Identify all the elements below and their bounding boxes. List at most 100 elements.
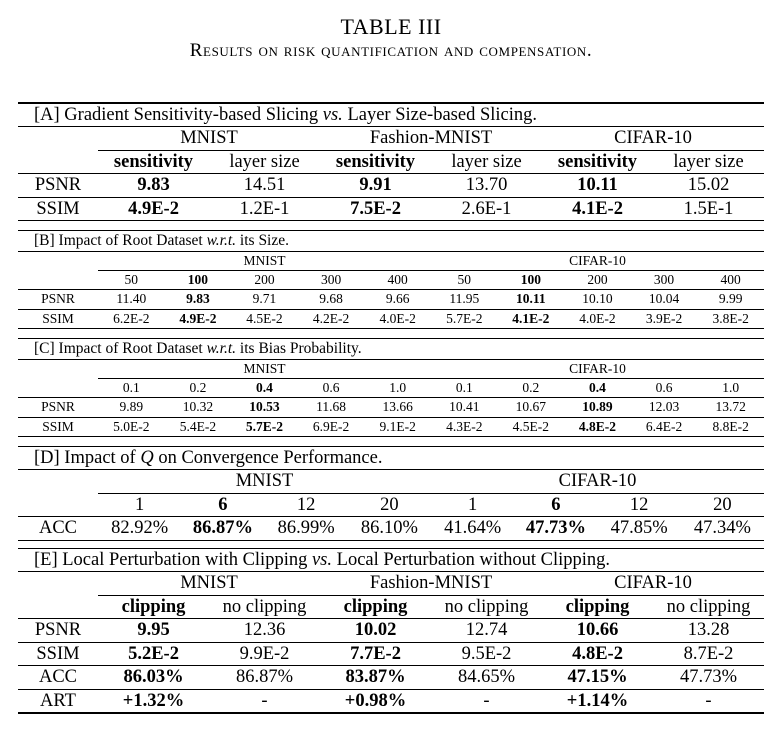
table-cell: 12.36: [209, 618, 320, 642]
column-header: no clipping: [666, 596, 751, 617]
table-cell: 2.6E-1: [431, 196, 542, 221]
table-cell: 9.68: [297, 289, 365, 310]
row-label: PSNR: [18, 618, 98, 642]
table-cell: 4.1E-2: [497, 308, 565, 329]
column-header: 50: [457, 272, 472, 288]
column-header: 50: [124, 272, 139, 288]
column-header: 0.6: [322, 380, 340, 396]
table-cell: 4.9E-2: [98, 196, 209, 221]
table-cell: 5.7E-2: [231, 416, 298, 437]
table-cell: +1.14%: [542, 688, 653, 714]
table-row: ACC 82.92% 86.87% 86.99% 86.10% 41.64% 4…: [18, 516, 764, 541]
table-cell: 9.99: [697, 289, 764, 310]
table-cell: 4.8E-2: [564, 416, 631, 437]
column-header: layer size: [451, 151, 522, 172]
table-cell: 6.4E-2: [630, 416, 698, 437]
column-header: sensitivity: [557, 151, 638, 172]
dataset-header: MNIST: [98, 572, 320, 596]
table-cell: 10.53: [231, 397, 298, 418]
column-header: 400: [387, 272, 408, 288]
section-c-header: [C] Impact of Root Dataset w.r.t. its Bi…: [18, 338, 764, 360]
table-row: ART +1.32% - +0.98% - +1.14% -: [18, 688, 764, 714]
row-label: ACC: [18, 516, 98, 541]
table-cell: 10.32: [164, 397, 232, 418]
column-header: 0.4: [589, 380, 606, 396]
table-cell: 8.8E-2: [697, 416, 764, 437]
table-cell: 4.0E-2: [564, 308, 631, 329]
dataset-header: Fashion-MNIST: [320, 572, 542, 596]
table-cell: 7.7E-2: [320, 641, 431, 666]
table-cell: 83.87%: [320, 665, 431, 689]
table-cell: 9.1E-2: [364, 416, 431, 437]
table-cell: 1.2E-1: [209, 196, 320, 221]
table-cell: 10.67: [497, 397, 565, 418]
dataset-header: MNIST: [98, 127, 320, 151]
row-label: ACC: [18, 665, 98, 689]
section-a-table: MNIST Fashion-MNIST CIFAR-10 sensitivity…: [18, 127, 764, 221]
column-header: 0.6: [655, 380, 673, 396]
table-cell: 12.74: [431, 618, 542, 642]
table-cell: 13.70: [431, 173, 542, 197]
dataset-header: CIFAR-10: [430, 360, 764, 380]
table-cell: 4.5E-2: [231, 308, 298, 329]
column-header: 1: [135, 494, 145, 515]
table-cell: 82.92%: [98, 516, 182, 541]
table-cell: 10.11: [497, 289, 565, 310]
column-header: 400: [720, 272, 741, 288]
table-row: PSNR 9.95 12.36 10.02 12.74 10.66 13.28: [18, 618, 764, 642]
table-cell: 12.03: [630, 397, 698, 418]
table-cell: 10.66: [542, 618, 653, 642]
table-cell: 9.5E-2: [431, 641, 542, 666]
dataset-header: CIFAR-10: [542, 572, 764, 596]
table-cell: 9.95: [98, 618, 209, 642]
column-header: 0.1: [455, 380, 473, 396]
section-b: [B] Impact of Root Dataset w.r.t. its Si…: [18, 230, 764, 329]
table-cell: 9.91: [320, 173, 431, 197]
table-cell: 13.66: [364, 397, 431, 418]
column-header: 200: [587, 272, 608, 288]
table-cell: 4.8E-2: [542, 641, 653, 666]
table-cell: 15.02: [653, 173, 764, 197]
table-cell: 9.66: [364, 289, 431, 310]
table-cell: 9.83: [98, 173, 209, 197]
table-cell: 4.9E-2: [164, 308, 232, 329]
table-cell: 4.1E-2: [542, 196, 653, 221]
table-cell: 10.41: [430, 397, 498, 418]
column-header: 1: [468, 494, 478, 515]
column-header: 1.0: [722, 380, 740, 396]
table-row: ACC 86.03% 86.87% 83.87% 84.65% 47.15% 4…: [18, 665, 764, 689]
table-cell: 11.40: [98, 289, 165, 310]
row-label: PSNR: [18, 289, 98, 310]
column-header: 0.4: [256, 380, 273, 396]
table-cell: 4.5E-2: [497, 416, 565, 437]
dataset-header: MNIST: [98, 360, 431, 380]
table-cell: 47.15%: [542, 665, 653, 689]
section-d: [D] Impact of Q on Convergence Performan…: [18, 446, 764, 541]
section-a: [A] Gradient Sensitivity-based Slicing v…: [18, 102, 764, 221]
column-header: 100: [520, 272, 541, 288]
table-cell: 47.73%: [653, 665, 764, 689]
table-cell: 13.72: [697, 397, 764, 418]
table-cell: 86.03%: [98, 665, 209, 689]
table-row: SSIM 4.9E-2 1.2E-1 7.5E-2 2.6E-1 4.1E-2 …: [18, 196, 764, 221]
table-cell: 86.99%: [264, 516, 348, 541]
table-cell: 5.0E-2: [98, 416, 165, 437]
column-header: clipping: [343, 596, 408, 617]
table-cell: 41.64%: [431, 516, 515, 541]
section-b-header: [B] Impact of Root Dataset w.r.t. its Si…: [18, 230, 764, 252]
table-cell: 47.85%: [597, 516, 681, 541]
row-label: SSIM: [18, 641, 98, 666]
table-cell: 5.2E-2: [98, 641, 209, 666]
section-e-table: MNIST Fashion-MNIST CIFAR-10 clipping no…: [18, 572, 764, 714]
column-header: 200: [254, 272, 275, 288]
table-row: SSIM 6.2E-2 4.9E-2 4.5E-2 4.2E-2 4.0E-2 …: [18, 308, 764, 329]
table-cell: 7.5E-2: [320, 196, 431, 221]
table-cell: 4.3E-2: [430, 416, 498, 437]
column-header: 300: [320, 272, 342, 288]
table-cell: 9.9E-2: [209, 641, 320, 666]
section-d-header: [D] Impact of Q on Convergence Performan…: [18, 446, 764, 470]
table-cell: 6.9E-2: [297, 416, 365, 437]
column-header: sensitivity: [113, 151, 194, 172]
table-cell: 5.7E-2: [430, 308, 498, 329]
column-header: layer size: [229, 151, 300, 172]
